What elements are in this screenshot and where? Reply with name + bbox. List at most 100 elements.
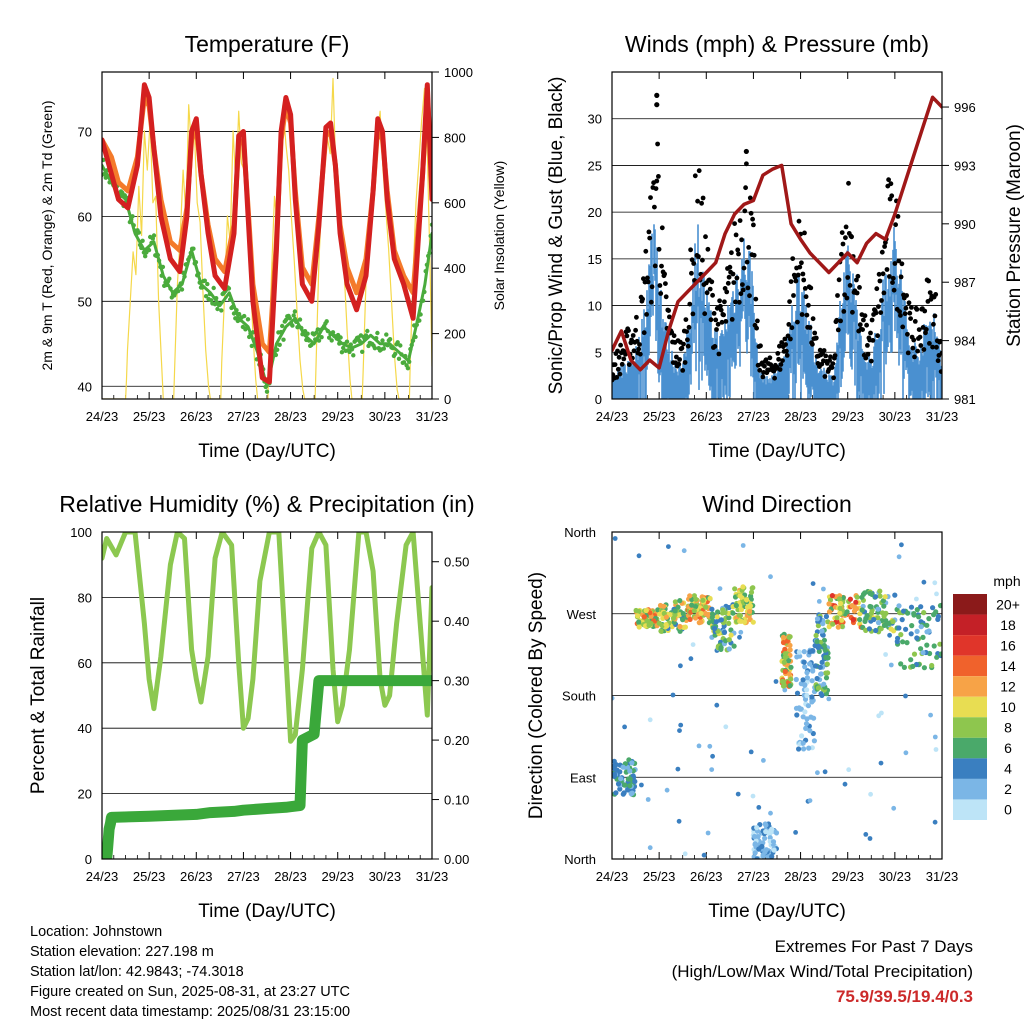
direction-point xyxy=(837,610,843,616)
figure-created: Figure created on Sun, 2025-08-31, at 23… xyxy=(30,984,350,1000)
direction-point xyxy=(816,599,822,604)
gust-point xyxy=(643,248,649,254)
gust-point xyxy=(732,221,737,227)
direction-point xyxy=(754,825,760,831)
colorbar-swatch xyxy=(953,696,987,718)
gust-point xyxy=(663,294,669,300)
dewpoint-point xyxy=(395,340,400,345)
gust-point xyxy=(644,312,649,317)
gust-point xyxy=(791,293,796,298)
direction-point xyxy=(756,805,762,810)
gust-point xyxy=(727,264,733,270)
colorbar-swatch xyxy=(953,614,987,636)
gust-point xyxy=(910,345,916,351)
gust-point xyxy=(626,362,632,367)
gust-point xyxy=(652,263,658,269)
gust-point xyxy=(784,348,789,354)
direction-point xyxy=(918,646,924,652)
gust-point xyxy=(897,309,902,314)
direction-point xyxy=(801,659,807,665)
gust-point xyxy=(750,216,755,222)
gust-point xyxy=(736,299,742,305)
gust-point xyxy=(782,336,788,342)
plot-border xyxy=(101,71,433,400)
y-tick-label: 5 xyxy=(595,345,602,360)
direction-point xyxy=(721,629,728,636)
dewpoint-point xyxy=(211,285,216,291)
wind-series xyxy=(612,224,942,399)
y-tick-label: 0 xyxy=(595,392,602,407)
direction-point xyxy=(896,625,902,631)
gust-point xyxy=(784,353,790,358)
gust-point xyxy=(864,322,869,328)
direction-point xyxy=(873,594,879,600)
direction-point xyxy=(730,610,736,616)
direction-point xyxy=(718,646,724,653)
gust-point xyxy=(718,307,724,313)
direction-point xyxy=(780,634,787,641)
direction-point xyxy=(916,614,922,620)
gust-point xyxy=(779,340,785,345)
direction-point xyxy=(726,637,732,643)
colorbar-label: 20+ xyxy=(996,596,1020,612)
direction-point xyxy=(762,835,768,841)
gust-point xyxy=(663,281,668,286)
direction-point xyxy=(867,590,873,597)
direction-point xyxy=(636,608,642,615)
gust-point xyxy=(789,325,795,331)
direction-point xyxy=(738,629,744,635)
y2-tick-label: 0.40 xyxy=(444,614,469,629)
direction-point xyxy=(804,687,810,693)
gust-point xyxy=(810,341,815,347)
direction-point xyxy=(737,634,742,640)
direction-point xyxy=(926,616,932,622)
direction-point xyxy=(786,634,792,641)
gust-point xyxy=(735,247,741,253)
gust-point xyxy=(847,283,853,288)
gust-point xyxy=(908,316,913,321)
gust-point xyxy=(715,321,721,327)
y-tick-label: North xyxy=(564,525,596,540)
dewpoint-point xyxy=(387,337,393,342)
gust-point xyxy=(829,365,835,370)
direction-point xyxy=(632,778,638,785)
gust-point xyxy=(884,267,890,272)
direction-point xyxy=(703,604,709,610)
direction-point xyxy=(807,798,813,803)
gust-point xyxy=(855,273,861,279)
y-tick-label: 40 xyxy=(78,721,92,736)
gust-point xyxy=(648,195,653,201)
gust-point xyxy=(876,304,881,309)
direction-point xyxy=(773,679,779,684)
dewpoint-point xyxy=(393,351,398,357)
gust-point xyxy=(717,298,722,304)
dewpoint-point xyxy=(401,360,407,365)
gust-point xyxy=(676,361,682,367)
y2-tick-label: 1000 xyxy=(444,65,473,80)
colorbar-swatch xyxy=(953,737,987,759)
gust-point xyxy=(688,247,693,253)
gust-point xyxy=(710,292,715,298)
direction-point xyxy=(854,594,860,600)
gust-point xyxy=(904,293,909,298)
x-tick-label: 24/23 xyxy=(596,409,629,424)
data-timestamp: Most recent data timestamp: 2025/08/31 2… xyxy=(30,1004,351,1020)
direction-point xyxy=(752,841,758,847)
colorbar-swatch xyxy=(953,758,987,779)
gust-point xyxy=(787,299,792,304)
gust-point xyxy=(623,351,628,357)
chart-title: Wind Direction xyxy=(702,491,852,517)
direction-point xyxy=(924,622,930,628)
direction-point xyxy=(661,603,667,609)
y2-tick-label: 981 xyxy=(954,392,976,407)
gust-point xyxy=(912,354,917,360)
gust-point xyxy=(783,342,788,347)
direction-point xyxy=(794,690,801,696)
direction-point xyxy=(905,610,911,616)
dewpoint-point xyxy=(297,317,303,322)
gust-point xyxy=(868,330,873,336)
gust-point xyxy=(758,343,763,349)
dewpoint-point xyxy=(277,342,282,347)
direction-point xyxy=(914,607,920,613)
direction-point xyxy=(761,758,766,763)
